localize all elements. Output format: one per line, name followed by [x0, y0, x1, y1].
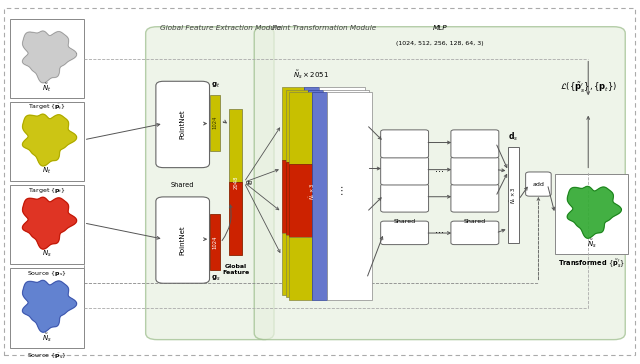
- FancyBboxPatch shape: [381, 184, 429, 212]
- Text: Global
Feature: Global Feature: [222, 265, 250, 275]
- Text: $N_s$: $N_s$: [42, 249, 52, 259]
- Text: Source $\{\mathbf{p}_s\}$: Source $\{\mathbf{p}_s\}$: [27, 269, 67, 278]
- Polygon shape: [22, 114, 77, 166]
- FancyBboxPatch shape: [451, 130, 499, 158]
- Polygon shape: [22, 197, 77, 249]
- Text: PointNet: PointNet: [180, 225, 186, 255]
- Text: add: add: [532, 182, 545, 187]
- FancyBboxPatch shape: [381, 130, 429, 158]
- Text: gg: gg: [245, 180, 252, 185]
- Text: MLP: MLP: [433, 25, 447, 31]
- Text: 2048: 2048: [233, 175, 238, 189]
- Bar: [210, 214, 220, 270]
- Text: Source $\{\tilde{\mathbf{p}}_s\}$: Source $\{\tilde{\mathbf{p}}_s\}$: [27, 352, 67, 361]
- FancyBboxPatch shape: [146, 27, 274, 340]
- FancyBboxPatch shape: [525, 172, 551, 196]
- Bar: [319, 87, 365, 295]
- Bar: [282, 160, 304, 233]
- Bar: [308, 90, 323, 297]
- Text: $\tilde{N}_s \times 3$: $\tilde{N}_s \times 3$: [307, 183, 317, 200]
- Text: $\mathbf{d}_s$: $\mathbf{d}_s$: [508, 131, 518, 143]
- FancyBboxPatch shape: [381, 221, 429, 245]
- Text: $\mathbf{g}_t$: $\mathbf{g}_t$: [211, 81, 220, 90]
- Text: ···: ···: [435, 228, 444, 238]
- Polygon shape: [22, 31, 77, 83]
- Bar: [285, 162, 308, 235]
- Text: (1024, 512, 256, 128, 64, 3): (1024, 512, 256, 128, 64, 3): [396, 41, 484, 46]
- Bar: [323, 90, 369, 297]
- Bar: [10, 19, 84, 98]
- Bar: [289, 165, 312, 237]
- FancyBboxPatch shape: [451, 221, 499, 245]
- Bar: [304, 87, 319, 295]
- Text: $\tilde{N}_s$: $\tilde{N}_s$: [587, 237, 596, 250]
- Polygon shape: [567, 186, 621, 238]
- Text: Point Transformation Module: Point Transformation Module: [272, 25, 376, 31]
- Bar: [326, 92, 372, 300]
- Text: Target $\{\mathbf{p}_t\}$: Target $\{\mathbf{p}_t\}$: [28, 186, 66, 195]
- Bar: [210, 95, 220, 151]
- FancyBboxPatch shape: [451, 184, 499, 212]
- Bar: [229, 182, 242, 256]
- Bar: [10, 185, 84, 265]
- Text: Target $\{\tilde{\mathbf{p}}_t\}$: Target $\{\tilde{\mathbf{p}}_t\}$: [28, 103, 66, 112]
- FancyBboxPatch shape: [156, 81, 209, 168]
- Text: ···: ···: [435, 167, 444, 177]
- Bar: [282, 233, 304, 295]
- Bar: [229, 109, 242, 182]
- Bar: [312, 92, 326, 300]
- Text: $\tilde{N}_s$: $\tilde{N}_s$: [42, 331, 52, 344]
- Bar: [10, 268, 84, 348]
- Text: $\mathcal{L}(\{\tilde{\mathbf{p}}_s^{\prime}\}, \{\mathbf{p}_t\})$: $\mathcal{L}(\{\tilde{\mathbf{p}}_s^{\pr…: [559, 80, 617, 95]
- Text: ⋮: ⋮: [337, 186, 346, 196]
- Text: 1024: 1024: [212, 116, 218, 129]
- Text: Shared: Shared: [171, 182, 195, 188]
- FancyBboxPatch shape: [381, 157, 429, 185]
- Text: Global Feature Extraction Module: Global Feature Extraction Module: [161, 25, 282, 31]
- Text: 1024: 1024: [212, 235, 218, 249]
- Text: $\tilde{N}_t$: $\tilde{N}_t$: [42, 82, 52, 94]
- Polygon shape: [22, 280, 77, 332]
- Bar: [285, 90, 308, 162]
- Text: Transformed $\{\tilde{\mathbf{p}}_s^{\prime}\}$: Transformed $\{\tilde{\mathbf{p}}_s^{\pr…: [558, 258, 625, 270]
- Bar: [289, 92, 312, 165]
- Text: $N_t$: $N_t$: [42, 166, 52, 176]
- Text: PointNet: PointNet: [180, 110, 186, 139]
- Text: $\tilde{N}_s \times 3$: $\tilde{N}_s \times 3$: [509, 186, 518, 203]
- Bar: [282, 87, 304, 160]
- Text: $\tilde{N}_s \times 2051$: $\tilde{N}_s \times 2051$: [293, 68, 329, 81]
- Bar: [289, 237, 312, 300]
- Bar: [555, 174, 628, 254]
- FancyBboxPatch shape: [254, 27, 625, 340]
- Text: Shared: Shared: [394, 219, 415, 224]
- FancyBboxPatch shape: [451, 157, 499, 185]
- Bar: [10, 102, 84, 181]
- FancyBboxPatch shape: [156, 197, 209, 283]
- Bar: [508, 147, 518, 243]
- Text: $\mathbf{g}_s$: $\mathbf{g}_s$: [211, 274, 220, 284]
- Text: Shared: Shared: [464, 219, 486, 224]
- Bar: [285, 235, 308, 297]
